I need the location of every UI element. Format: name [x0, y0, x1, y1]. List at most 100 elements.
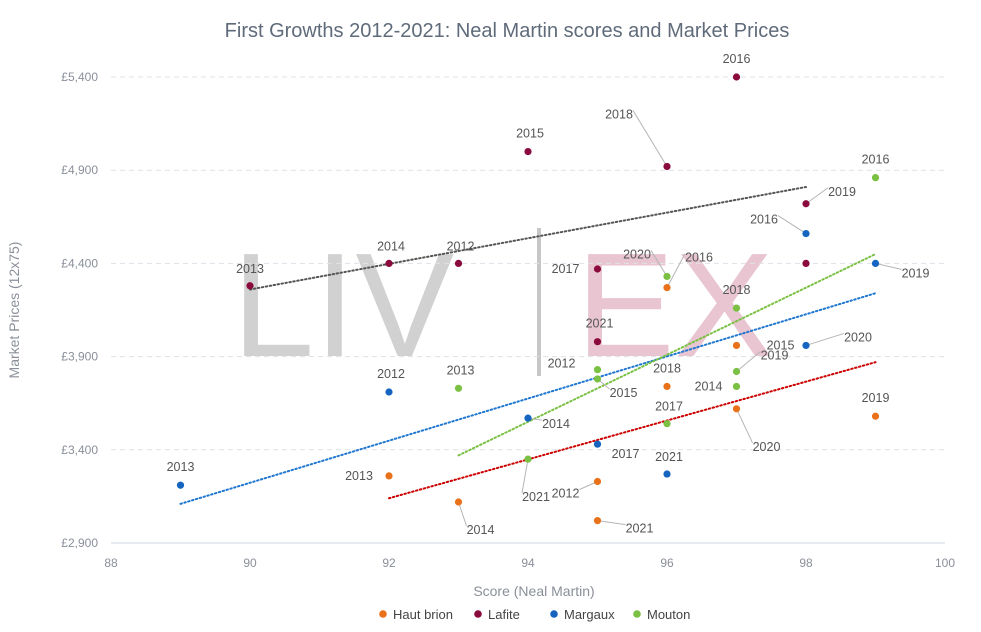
point-label: 2021: [586, 317, 614, 331]
label-leader: [805, 187, 829, 205]
data-point: [385, 472, 393, 480]
point-label: 2013: [236, 262, 264, 276]
point-label: 2012: [548, 357, 576, 371]
x-tick-label: 98: [799, 556, 813, 570]
data-point: [593, 517, 602, 525]
data-point: [732, 304, 741, 312]
point-label: 2016: [723, 52, 751, 66]
trendline: [388, 361, 877, 500]
legend-item-label[interactable]: Haut brion: [393, 607, 453, 622]
point-label: 2021: [655, 450, 683, 464]
point-label: 2014: [695, 379, 723, 393]
svg-text:LIV: LIV: [232, 223, 454, 388]
point-label: 2019: [862, 391, 890, 405]
point-label: 2021: [626, 522, 654, 536]
label-leader: [597, 520, 626, 526]
data-point: [524, 455, 532, 463]
point-labels: 2013201420122021201620182015202020192013…: [167, 52, 930, 537]
y-axis-ticks: £2,900 £3,400 £3,900 £4,400 £4,900 £5,400: [61, 70, 98, 550]
data-point: [176, 481, 185, 489]
data-point: [732, 341, 741, 350]
point-label: 2012: [377, 367, 405, 381]
point-label: 2016: [750, 213, 778, 227]
point-label: 2020: [623, 247, 651, 261]
label-leader: [736, 408, 753, 444]
legend-marker: [379, 610, 387, 618]
data-point: [871, 259, 880, 267]
legend-marker: [474, 610, 482, 618]
x-tick-label: 94: [521, 556, 535, 570]
x-tick-label: 92: [382, 556, 396, 570]
point-label: 2016: [862, 153, 890, 167]
y-axis-title: Market Prices (12x75): [6, 242, 22, 379]
data-point: [802, 229, 810, 238]
point-label: 2015: [610, 386, 638, 400]
label-leader: [875, 262, 902, 270]
data-point: [663, 470, 671, 478]
data-point: [663, 272, 671, 281]
point-label: 2015: [767, 338, 795, 352]
trendline: [179, 292, 877, 505]
x-tick-label: 100: [935, 556, 955, 570]
data-point: [663, 420, 671, 428]
data-point: [663, 382, 671, 391]
point-label: 2021: [522, 490, 550, 504]
point-label: 2018: [653, 361, 681, 375]
legend-item-label[interactable]: Mouton: [647, 607, 690, 622]
x-tick-label: 96: [660, 556, 674, 570]
data-points: [176, 73, 880, 525]
data-point: [593, 375, 602, 383]
data-point: [732, 367, 741, 376]
trendline: [249, 185, 807, 291]
data-point: [454, 498, 463, 506]
data-point: [732, 405, 741, 413]
point-label: 2014: [542, 417, 570, 431]
point-label: 2017: [612, 447, 640, 461]
point-label: 2013: [167, 460, 195, 474]
point-label: 2014: [377, 239, 405, 253]
data-point: [454, 384, 463, 392]
data-point: [385, 259, 393, 267]
y-tick-label: £5,400: [61, 70, 98, 84]
point-label: 2013: [345, 469, 373, 483]
y-tick-label: £3,900: [61, 350, 98, 364]
trendlines: [179, 185, 877, 505]
point-label: 2012: [552, 486, 580, 500]
data-point: [663, 162, 671, 171]
label-leader: [805, 332, 845, 346]
data-point: [871, 412, 880, 420]
label-leader: [458, 501, 467, 527]
point-label: 2013: [447, 363, 475, 377]
data-point: [802, 341, 810, 350]
data-point: [802, 259, 810, 267]
data-point: [593, 477, 602, 486]
x-axis-title: Score (Neal Martin): [473, 583, 594, 599]
data-point: [593, 265, 602, 273]
legend-item-label[interactable]: Margaux: [564, 607, 615, 622]
label-leader: [666, 253, 686, 288]
legend-marker: [550, 610, 558, 618]
data-point: [246, 282, 254, 290]
label-leader: [521, 459, 529, 494]
point-label: 2018: [605, 107, 633, 121]
data-point: [524, 147, 532, 156]
data-point: [871, 174, 880, 182]
label-leader: [777, 215, 807, 234]
data-point: [385, 388, 393, 396]
data-point: [802, 200, 810, 208]
legend-marker: [633, 610, 641, 618]
data-point: [593, 440, 602, 448]
legend-item-label[interactable]: Lafite: [488, 607, 520, 622]
x-tick-label: 88: [104, 556, 118, 570]
trendline: [457, 253, 877, 457]
svg-text:EX: EX: [576, 223, 773, 388]
point-label: 2019: [761, 349, 789, 363]
legend: Haut brion Lafite Margaux Mouton: [379, 607, 690, 622]
x-tick-label: 90: [243, 556, 257, 570]
data-point: [524, 414, 532, 422]
data-point: [732, 382, 741, 391]
data-point: [663, 284, 671, 292]
data-point: [593, 338, 602, 346]
